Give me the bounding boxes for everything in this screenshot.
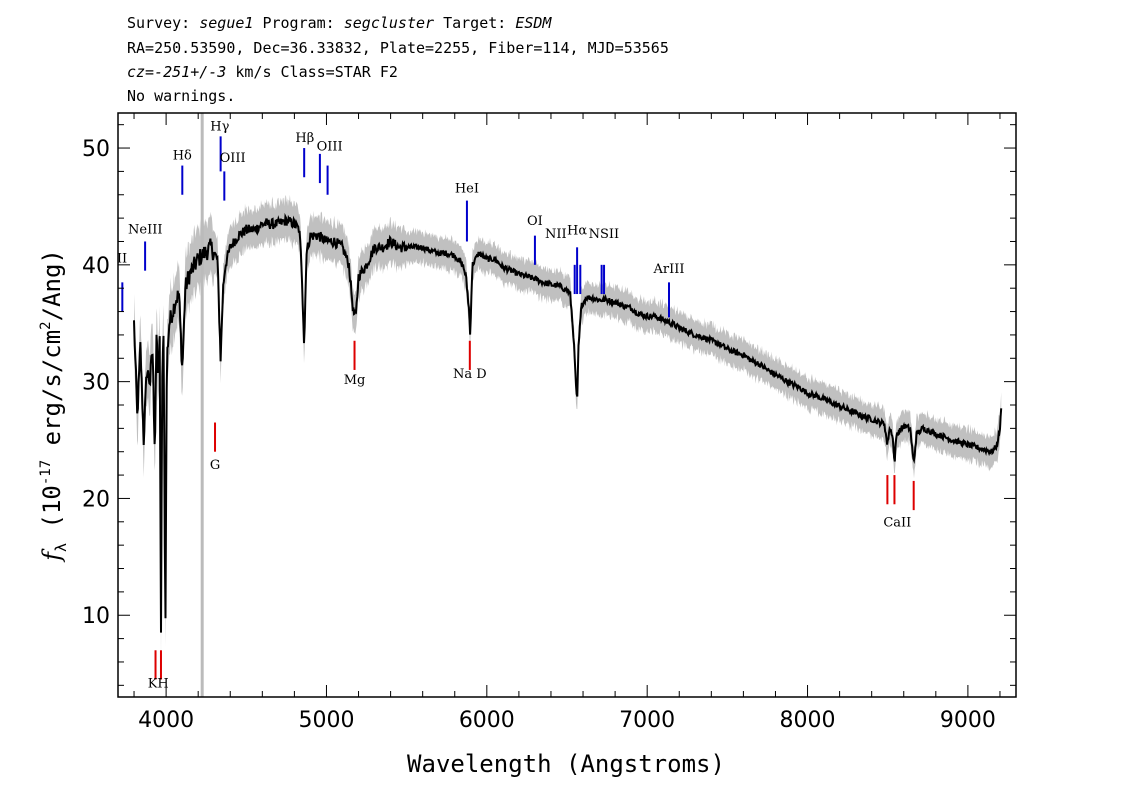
y-axis-label: fλ (10-17 erg/s/cm2/Ang) xyxy=(38,249,70,563)
spectral-line-label: Hβ xyxy=(295,131,314,146)
x-tick-label: 5000 xyxy=(298,708,354,733)
target-value: ESDM xyxy=(515,14,552,32)
error-band-group xyxy=(134,194,1002,659)
survey-label: Survey: xyxy=(127,14,200,32)
spectral-line-label: Na D xyxy=(453,367,487,382)
spectral-line-label: KH xyxy=(148,677,169,692)
spectral-line-label: G xyxy=(210,458,220,473)
y-label-sup2: 2 xyxy=(38,321,54,329)
x-tick-label: 7000 xyxy=(619,708,675,733)
y-tick-label: 20 xyxy=(82,487,110,512)
spectral-line-label: HeI xyxy=(455,181,479,196)
x-tick-label: 4000 xyxy=(138,708,194,733)
x-axis-label: Wavelength (Angstroms) xyxy=(407,750,725,778)
x-tick-label: 8000 xyxy=(780,708,836,733)
survey-value: segue1 xyxy=(199,14,254,32)
svg-text:fλ (10-17 erg/s/cm2/Ang): fλ (10-17 erg/s/cm2/Ang) xyxy=(38,249,70,563)
spectral-line-label: II xyxy=(117,252,127,267)
header-line-3: cz=-251+/-3 km/s Class=STAR F2 xyxy=(127,63,398,81)
header-line-1: Survey: segue1 Program: segcluster Targe… xyxy=(127,14,551,32)
spectral-line-label: OI xyxy=(527,214,543,229)
plot-frame xyxy=(117,112,1017,698)
spectral-line-label: NSII xyxy=(589,227,620,242)
y-label-pre: (10 xyxy=(38,485,66,543)
y-label-sup1: -17 xyxy=(38,460,54,485)
y-tick-label: 10 xyxy=(82,604,110,629)
spectral-line-markers xyxy=(121,136,915,680)
flux-line-group xyxy=(133,212,1003,633)
y-label-sub: λ xyxy=(52,543,70,552)
spectral-line-label: OIII xyxy=(220,151,246,166)
y-tick-label: 30 xyxy=(82,371,110,396)
header-line-4: No warnings. xyxy=(127,87,236,105)
target-label: Target: xyxy=(434,14,516,32)
y-label-mid: erg/s/cm xyxy=(38,330,66,460)
spectral-line-label: Hδ xyxy=(173,149,192,164)
y-tick-label: 40 xyxy=(82,254,110,279)
spectral-line-label: Hγ xyxy=(210,120,229,135)
flux-series-line xyxy=(133,212,1003,633)
spectral-line-label: Mg xyxy=(344,373,366,388)
y-label-post: /Ang) xyxy=(38,249,66,321)
spectral-line-label: NII xyxy=(545,227,567,242)
error-band xyxy=(134,194,1002,659)
spectral-line-label: NeIII xyxy=(128,222,162,237)
axes-group: 4000 5000 6000 7000 8000 9000 10 20 30 40 50 xyxy=(82,112,1017,733)
program-label: Program: xyxy=(253,14,344,32)
x-tick-label: 6000 xyxy=(459,708,515,733)
header-line-2: RA=250.53590, Dec=36.33832, Plate=2255, … xyxy=(127,39,669,57)
y-tick-label: 50 xyxy=(82,137,110,162)
x-tick-label: 9000 xyxy=(940,708,996,733)
spectral-line-label: CaII xyxy=(883,515,911,530)
spectral-line-label: OIII xyxy=(317,139,343,154)
redshift-value: cz=-251+/-3 xyxy=(127,63,227,81)
class-info: km/s Class=STAR F2 xyxy=(226,63,398,81)
spectral-line-label: ArIII xyxy=(652,262,684,277)
spectral-line-label: Hα xyxy=(567,223,587,238)
program-value: segcluster xyxy=(343,14,435,32)
